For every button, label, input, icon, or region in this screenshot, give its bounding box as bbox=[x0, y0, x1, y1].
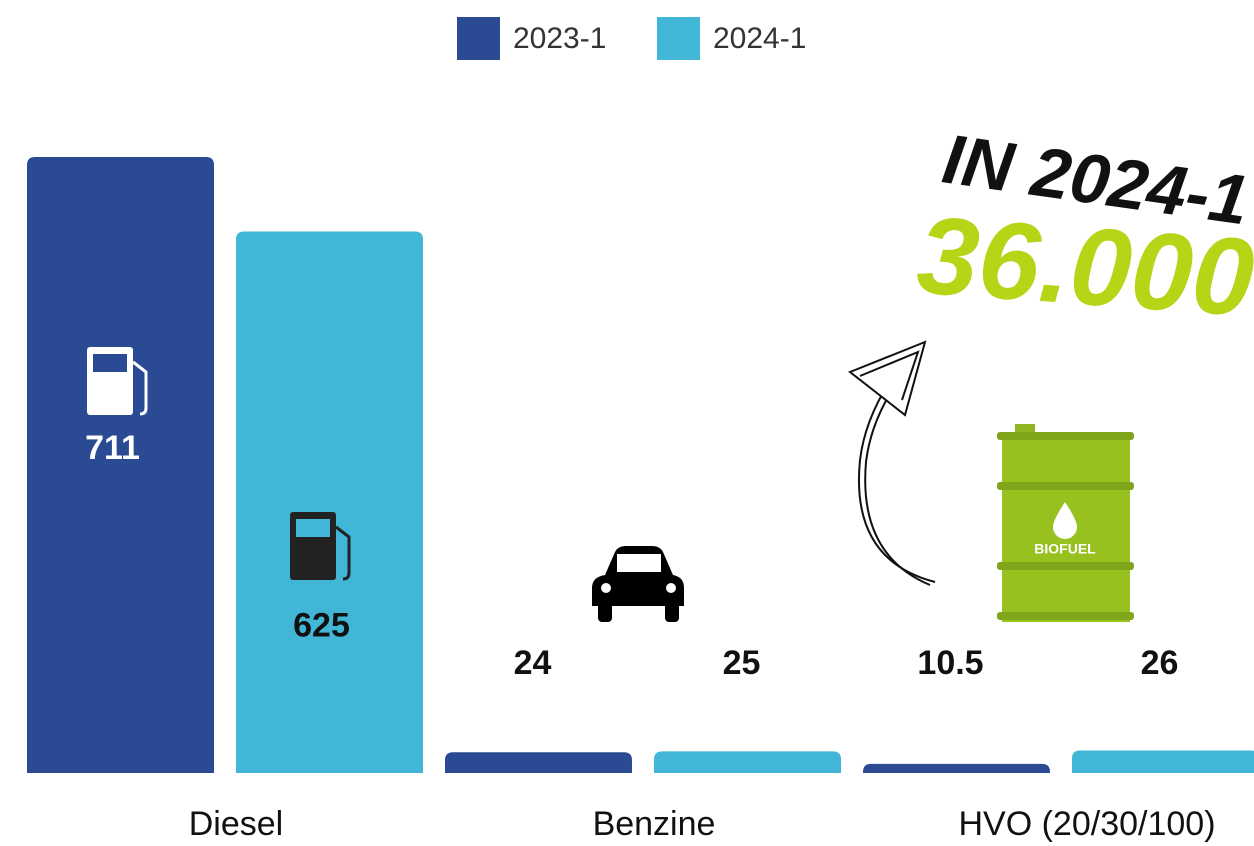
x-tick-label: Diesel bbox=[189, 805, 283, 843]
barrel-icon: BIOFUEL bbox=[997, 424, 1134, 622]
bar bbox=[654, 751, 841, 773]
bar bbox=[236, 232, 423, 773]
barrel-label: BIOFUEL bbox=[1034, 541, 1096, 557]
value-label: 711 bbox=[85, 429, 140, 467]
arrow bbox=[850, 342, 935, 585]
legend-label: 2023-1 bbox=[513, 22, 606, 55]
legend-label: 2024-1 bbox=[713, 22, 806, 55]
annotation-number: 36.000 bbox=[913, 193, 1254, 339]
car-icon bbox=[592, 546, 684, 622]
chart: HVO (20/30/100) Benzine Diesel 2023-1 2024-1 bbox=[0, 0, 1254, 846]
bar bbox=[1072, 750, 1254, 773]
value-label: 625 bbox=[293, 606, 350, 644]
x-tick-label: HVO (20/30/100) bbox=[958, 805, 1215, 843]
bar bbox=[863, 764, 1050, 773]
legend: 2023-1 2024-1 bbox=[457, 17, 806, 60]
x-tick-label: Benzine bbox=[593, 805, 716, 843]
legend-swatch bbox=[657, 17, 700, 60]
legend-swatch bbox=[457, 17, 500, 60]
value-label: 24 bbox=[514, 644, 552, 682]
value-label: 10.5 bbox=[917, 644, 983, 682]
bar bbox=[445, 752, 632, 773]
value-label: 25 bbox=[723, 644, 761, 682]
value-label: 26 bbox=[1141, 644, 1179, 682]
